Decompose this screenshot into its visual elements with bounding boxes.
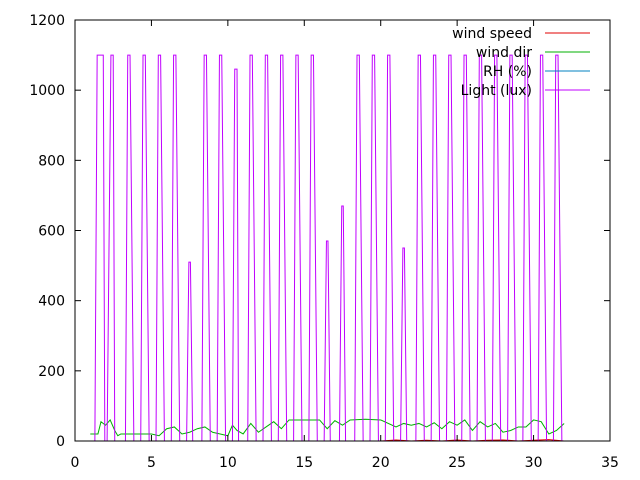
y-tick-label-2: 400 xyxy=(38,294,65,310)
y-tick-label-6: 1200 xyxy=(29,13,65,29)
x-tick-label-5: 25 xyxy=(448,455,466,471)
x-tick-label-6: 30 xyxy=(525,455,543,471)
y-tick-label-0: 0 xyxy=(56,434,65,450)
y-tick-label-1: 200 xyxy=(38,364,65,380)
x-tick-label-2: 10 xyxy=(219,455,237,471)
series-line-1 xyxy=(90,418,565,437)
x-tick-label-1: 5 xyxy=(147,455,156,471)
x-tick-label-7: 35 xyxy=(601,455,619,471)
legend-label-1: wind dir xyxy=(476,45,532,61)
x-tick-label-4: 20 xyxy=(372,455,390,471)
legend-label-3: Light (lux) xyxy=(461,83,532,99)
legend-label-0: wind speed xyxy=(452,26,532,42)
series-layer xyxy=(90,54,565,442)
series-line-3 xyxy=(90,54,565,442)
ticks-layer: 0 5 10 15 20 25 30 35 0 200 400 600 800 1000 1200 xyxy=(29,13,619,471)
y-tick-label-3: 600 xyxy=(38,224,65,240)
legend-label-2: RH (%) xyxy=(483,64,532,80)
y-tick-label-5: 1000 xyxy=(29,83,65,99)
y-tick-label-4: 800 xyxy=(38,153,65,169)
x-tick-label-0: 0 xyxy=(71,455,80,471)
legend: wind speed wind dir RH (%) Light (lux) xyxy=(452,26,590,99)
x-tick-label-3: 15 xyxy=(295,455,313,471)
